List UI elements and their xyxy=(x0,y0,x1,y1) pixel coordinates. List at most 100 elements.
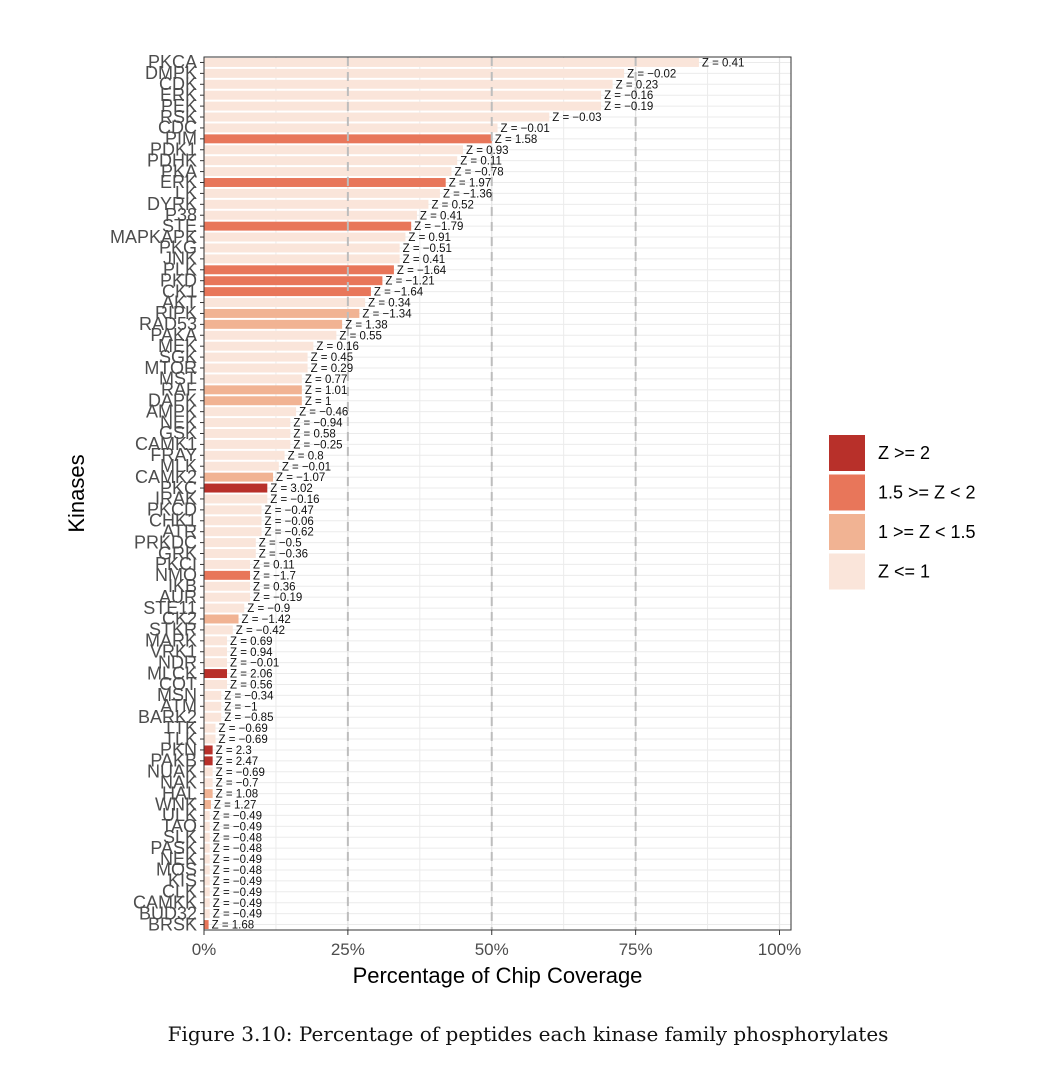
y-tick-label: BRSK xyxy=(148,914,197,934)
y-tick-label: TTK xyxy=(163,718,197,738)
y-tick-label: ATR xyxy=(162,521,197,541)
y-tick-label: PLK xyxy=(163,260,197,280)
x-tick-label: 0% xyxy=(192,940,217,959)
y-tick-label: NEK xyxy=(160,849,197,869)
z-label: Z = 0.41 xyxy=(420,210,463,222)
bar-ck2 xyxy=(204,614,239,624)
z-label: Z = −0.16 xyxy=(604,90,653,102)
y-tick-label: IKB xyxy=(168,576,197,596)
z-label: Z = 0.8 xyxy=(288,450,324,462)
bar-mek xyxy=(204,341,314,351)
bar-akt xyxy=(204,298,366,308)
y-tick-label: MAPKAPK xyxy=(110,227,197,247)
bar-atr xyxy=(204,527,262,537)
bar-ttk xyxy=(204,723,216,733)
z-label: Z = −1.42 xyxy=(242,614,291,626)
z-label: Z = 1.08 xyxy=(216,789,259,801)
bar-mlk xyxy=(204,461,279,471)
z-label: Z = −0.78 xyxy=(454,167,503,179)
bar-irak xyxy=(204,494,268,504)
bar-plk xyxy=(204,265,394,275)
bar-camkk xyxy=(204,898,210,908)
z-label: Z = −1.36 xyxy=(443,188,492,200)
z-label: Z = −0.36 xyxy=(259,549,308,561)
bar-p38 xyxy=(204,210,417,220)
bar-atm xyxy=(204,701,222,711)
y-tick-label: BUD32 xyxy=(139,903,197,923)
bar-erk xyxy=(204,178,446,187)
z-label: Z = −0.62 xyxy=(265,527,314,539)
y-tick-label: TAO xyxy=(161,816,197,836)
z-label: Z = 0.45 xyxy=(311,352,354,364)
bar-mos xyxy=(204,865,210,875)
y-tick-label: LK xyxy=(175,183,197,203)
y-tick-label: VRK1 xyxy=(150,641,197,661)
bar-tlk xyxy=(204,734,216,744)
y-tick-label: PDK1 xyxy=(150,140,197,160)
y-tick-label: NEK xyxy=(160,412,197,432)
z-label: Z = −0.48 xyxy=(213,832,262,844)
y-tick-label: GSK xyxy=(159,423,197,443)
bar-jnk xyxy=(204,254,400,264)
y-axis-label: Kinases xyxy=(64,454,89,532)
bar-camk2 xyxy=(204,472,274,482)
z-label: Z = −1.64 xyxy=(397,265,447,277)
bar-dapk xyxy=(204,396,302,406)
z-label: Z = 1.68 xyxy=(212,920,255,932)
x-tick-label: 100% xyxy=(758,940,801,959)
y-tick-label: AMPK xyxy=(146,401,197,421)
z-label: Z = −0.48 xyxy=(213,865,262,877)
z-label: Z = −0.48 xyxy=(213,843,262,855)
bar-pask xyxy=(204,843,210,853)
z-label: Z = −0.02 xyxy=(627,68,676,80)
y-tick-label: IRAK xyxy=(155,489,197,509)
y-tick-label: AKT xyxy=(162,292,197,312)
y-tick-label: PAKA xyxy=(150,325,197,345)
y-tick-label: PKG xyxy=(159,238,197,258)
y-tick-label: PKD xyxy=(160,270,197,290)
y-tick-label: RIPK xyxy=(155,303,197,323)
bars xyxy=(204,57,699,930)
y-tick-label: CK1 xyxy=(162,281,197,301)
x-tick-labels: 0% 25% 50% 75% 100% xyxy=(192,930,801,959)
z-label: Z = 2.06 xyxy=(230,669,273,681)
z-label: Z = −1.34 xyxy=(362,308,412,320)
bar-mlck xyxy=(204,669,228,679)
bar-chk1 xyxy=(204,516,262,526)
bar-mtor xyxy=(204,363,308,373)
bar-pek xyxy=(204,101,602,111)
bar-nek xyxy=(204,854,210,864)
z-label: Z = −1.79 xyxy=(414,221,463,233)
z-label: Z = −0.69 xyxy=(219,723,268,735)
y-tick-label: PIM xyxy=(165,129,197,149)
y-tick-label: DAPK xyxy=(148,390,197,410)
z-label: Z = 1.27 xyxy=(214,800,257,812)
z-label: Z = −0.49 xyxy=(213,898,262,910)
bar-cdc xyxy=(204,123,498,133)
y-tick-label: KIS xyxy=(168,871,197,891)
y-tick-label: DMPK xyxy=(145,63,197,83)
z-label: Z = −0.47 xyxy=(265,505,314,517)
y-tick-label: SGK xyxy=(159,347,197,367)
y-tick-label: PKN xyxy=(160,740,197,760)
bar-raf xyxy=(204,385,302,395)
y-tick-label: PKCA xyxy=(148,52,197,72)
z-label: Z = 0.91 xyxy=(408,232,451,244)
y-tick-labels: PKCADMPKCDKERKPEKRSKCDCPIMPDK1PDHKPKAERK… xyxy=(110,52,204,934)
y-tick-label: CHK1 xyxy=(149,511,197,531)
y-tick-label: GRK xyxy=(158,543,197,563)
bar-bud32 xyxy=(204,909,210,919)
bar-cot xyxy=(204,679,228,689)
panel-border xyxy=(203,56,792,931)
y-tick-label: NAK xyxy=(160,772,197,792)
bar-stkr xyxy=(204,625,233,635)
z-label: Z = −0.46 xyxy=(299,407,348,419)
bar-paka xyxy=(204,330,337,340)
z-label: Z = 3.02 xyxy=(270,483,313,495)
bar-pkca xyxy=(204,57,699,67)
bar-dyrk xyxy=(204,199,429,209)
z-label: Z = −0.01 xyxy=(230,658,279,670)
z-label: Z = 1.58 xyxy=(495,134,538,146)
z-label: Z = −0.01 xyxy=(501,123,550,135)
z-label: Z = −0.49 xyxy=(213,854,262,866)
